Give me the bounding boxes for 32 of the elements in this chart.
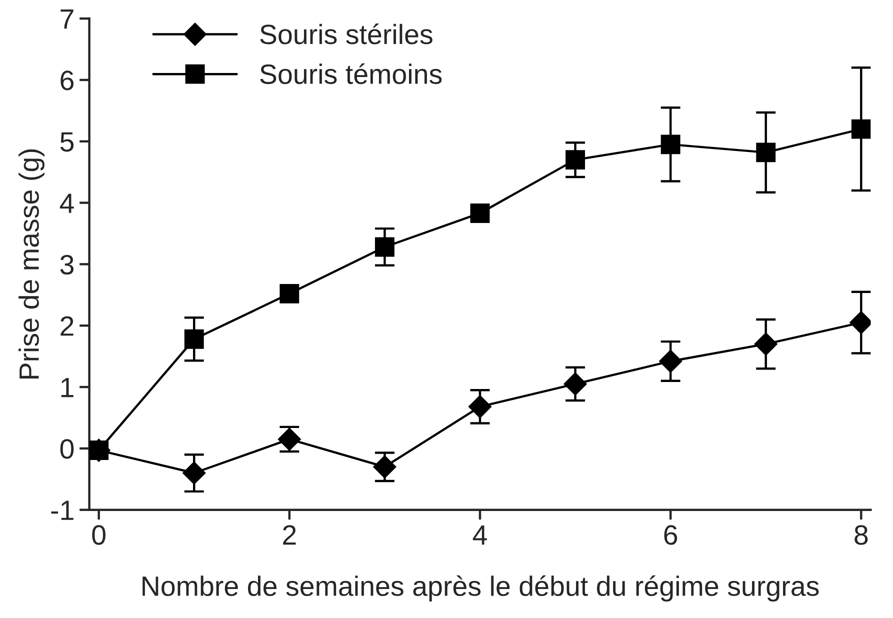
x-axis-title: Nombre de semaines après le début du régime surgras <box>142 575 819 602</box>
y-tick-label: 3 <box>60 254 74 275</box>
x-tick-label: 6 <box>664 525 678 545</box>
point <box>184 329 204 349</box>
y-tick-label: 0 <box>60 439 74 459</box>
legend-label: Souris témoins <box>260 63 442 84</box>
y-tick-label: 7 <box>60 9 74 29</box>
point <box>756 142 776 162</box>
y-tick-label: 5 <box>60 132 74 152</box>
point <box>374 237 394 257</box>
point <box>754 332 778 356</box>
point <box>182 462 206 484</box>
y-axis-title: Prise de masse (g) <box>18 149 44 378</box>
x-tick-label: 8 <box>854 525 868 545</box>
x-tick-label: 0 <box>92 525 106 545</box>
point <box>373 455 396 478</box>
legend-label: Souris stériles <box>260 24 432 44</box>
y-tick-label: 6 <box>60 70 74 90</box>
point <box>659 350 682 373</box>
x-tick-label: 2 <box>283 525 296 545</box>
point <box>851 119 871 139</box>
point <box>280 284 300 304</box>
y-tick-label: 2 <box>60 316 74 336</box>
point <box>468 395 492 418</box>
point <box>564 372 587 396</box>
point <box>566 150 585 170</box>
y-tick-label: 4 <box>60 194 74 213</box>
x-tick-label: 4 <box>472 525 487 545</box>
point <box>660 134 680 154</box>
y-tick-label: -1 <box>51 500 74 520</box>
y-tick-label: 1 <box>61 378 74 398</box>
point <box>470 204 490 223</box>
